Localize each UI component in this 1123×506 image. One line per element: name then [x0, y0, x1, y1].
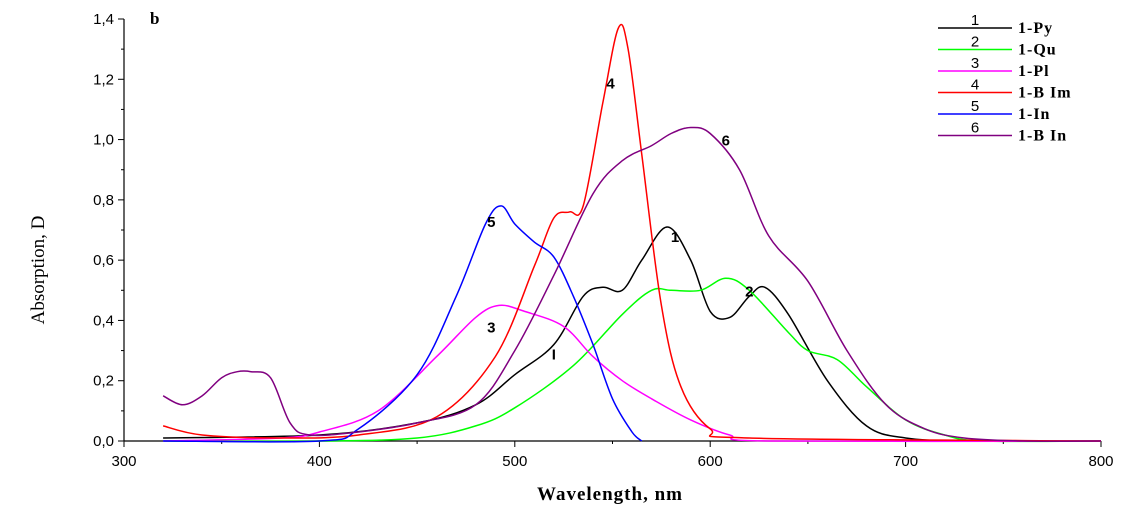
y-tick-label: 0,4: [93, 312, 114, 329]
series-line-5: [163, 205, 643, 443]
series-line-6: [162, 126, 1102, 442]
y-tick-label: 0,2: [93, 373, 114, 390]
y-tick-label: 0,0: [93, 433, 114, 450]
x-axis-title: Wavelength, nm: [537, 484, 683, 505]
y-tick-label: 0,6: [93, 252, 114, 269]
x-tick-label: 500: [502, 453, 527, 470]
chart-axes: 300 400 500 600 700 800 0,0 0,2 0,4 0,6 0,8 1,0 1,2 1…: [93, 11, 1113, 470]
y-tick-label: 1,0: [93, 132, 114, 149]
legend-number-4: 4: [971, 77, 979, 94]
legend-name-5: 1-In: [1018, 106, 1050, 123]
y-axis-title: Absorption, D: [28, 216, 49, 325]
legend-number-5: 5: [971, 98, 979, 115]
panel-label: b: [150, 9, 159, 28]
y-tick-label: 0,8: [93, 192, 114, 209]
legend-name-1: 1-Py: [1018, 20, 1053, 37]
legend-number-6: 6: [971, 120, 979, 137]
curve-label-4: 4: [606, 75, 615, 92]
curve-label-3: 3: [487, 319, 495, 336]
x-tick-label: 400: [307, 453, 332, 470]
curve-label-5: 5: [487, 214, 495, 231]
chart-curve-labels: 1 2 3 4 5 6 I: [487, 75, 753, 363]
series-line-1: [163, 226, 1102, 442]
x-tick-label: 700: [893, 453, 918, 470]
series-line-2: [163, 277, 1102, 443]
curve-label-1: 1: [671, 229, 679, 246]
legend-number-2: 2: [971, 34, 979, 51]
x-tick-label: 800: [1088, 453, 1113, 470]
y-tick-label: 1,4: [93, 11, 114, 28]
chart-curves: [162, 23, 1102, 443]
curve-label-6: 6: [722, 133, 730, 150]
annotation-label: I: [552, 347, 556, 364]
series-line-3: [163, 304, 1102, 443]
legend-name-2: 1-Qu: [1018, 42, 1057, 59]
series-line-4: [162, 23, 1102, 442]
legend-name-4: 1-B Im: [1018, 85, 1072, 102]
curve-label-2: 2: [745, 283, 753, 300]
legend-name-6: 1-B In: [1018, 128, 1067, 145]
chart-legend: 1 1-Py 2 1-Qu 3 1-Pl 4 1-B Im 5 1-In 6 1-B In: [938, 12, 1072, 145]
legend-number-1: 1: [971, 12, 979, 29]
legend-name-3: 1-Pl: [1018, 63, 1050, 80]
y-tick-label: 1,2: [93, 71, 114, 88]
x-tick-label: 600: [698, 453, 723, 470]
legend-number-3: 3: [971, 55, 979, 72]
x-tick-label: 300: [111, 453, 136, 470]
